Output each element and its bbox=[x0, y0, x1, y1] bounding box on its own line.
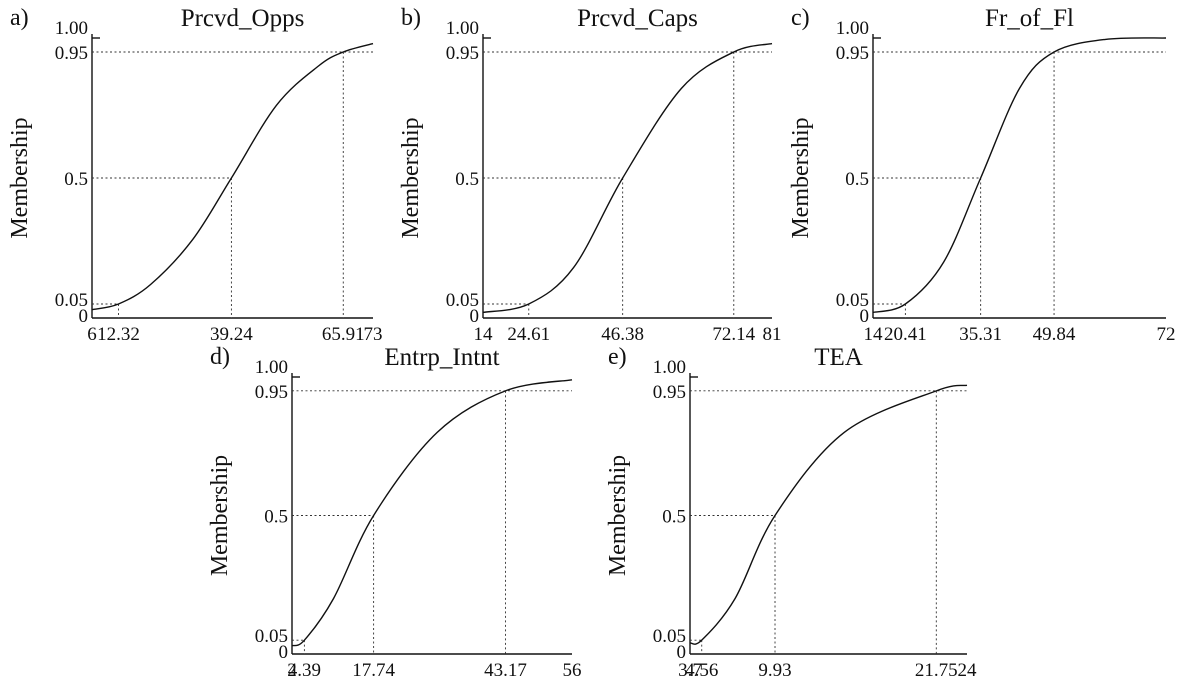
x-tick-label: 24 bbox=[958, 660, 978, 681]
y-tick-label: 0 bbox=[860, 306, 870, 327]
y-tick-label: 0 bbox=[79, 306, 89, 327]
x-tick-label: 81 bbox=[763, 324, 782, 345]
x-tick-label: 49.84 bbox=[1033, 324, 1076, 345]
chart-title: TEA bbox=[814, 344, 863, 371]
y-tick-label: 0 bbox=[279, 642, 289, 663]
x-tick-label: 72 bbox=[1157, 324, 1176, 345]
x-tick-label: 73 bbox=[364, 324, 383, 345]
x-tick-label: 4.39 bbox=[288, 660, 321, 681]
panel-prcvd-opps: Prcvd_Opps a) Membership 00.05 0.5 0.95 1.00 6 1… bbox=[7, 5, 383, 345]
y-tick-label: 0 bbox=[677, 642, 687, 663]
panel-prcvd-caps: Prcvd_Caps b) Membership 00.05 0.5 0.95 1.00 14… bbox=[398, 5, 782, 345]
panel-fr-of-fl: Fr_of_Fl c) Membership 00.05 0.5 0.95 1.00 14 20… bbox=[788, 5, 1176, 345]
y-tick-label: 0.95 bbox=[255, 382, 288, 403]
x-tick-label: 14 bbox=[864, 324, 884, 345]
membership-curve bbox=[872, 37, 1167, 314]
y-tick-label: 1.00 bbox=[653, 357, 686, 378]
membership-curve bbox=[91, 42, 374, 311]
x-tick-label: 12.32 bbox=[97, 324, 140, 345]
y-tick-label: 0.05 bbox=[255, 626, 288, 647]
x-tick-label: 39.24 bbox=[210, 324, 253, 345]
y-tick-label: 0.05 bbox=[653, 626, 686, 647]
chart-title: Prcvd_Opps bbox=[181, 5, 305, 32]
x-tick-label: 46.38 bbox=[601, 324, 644, 345]
y-axis-label: Membership bbox=[398, 117, 424, 238]
x-tick-label: 56 bbox=[563, 660, 582, 681]
panel-entrp-intnt: Entrp_Intnt d) Membership 00.05 0.5 0.95 1.00 2… bbox=[207, 344, 582, 681]
panel-letter: d) bbox=[210, 344, 230, 370]
x-tick-label: 35.31 bbox=[959, 324, 1002, 345]
y-tick-label: 0.95 bbox=[836, 43, 869, 64]
membership-curve bbox=[482, 42, 773, 314]
y-tick-label: 1.00 bbox=[836, 18, 869, 39]
x-tick-label: 14 bbox=[474, 324, 494, 345]
y-tick-label: 0.05 bbox=[836, 290, 869, 311]
x-tick-label: 6 bbox=[87, 324, 97, 345]
x-tick-label: 9.93 bbox=[758, 660, 791, 681]
x-tick-label: 43.17 bbox=[484, 660, 527, 681]
membership-curve bbox=[291, 379, 573, 647]
y-axis-label: Membership bbox=[7, 117, 33, 238]
panel-letter: a) bbox=[10, 5, 29, 31]
panel-tea: TEA e) Membership 00.05 0.5 0.95 1.00 3.74.56 9.… bbox=[605, 344, 977, 681]
chart-title: Prcvd_Caps bbox=[577, 5, 698, 32]
y-tick-label: 0.05 bbox=[55, 290, 88, 311]
y-tick-label: 0.5 bbox=[455, 169, 479, 190]
y-tick-label: 0.05 bbox=[446, 290, 479, 311]
panel-letter: b) bbox=[401, 5, 421, 31]
y-axis-label: Membership bbox=[788, 117, 814, 238]
y-tick-label: 1.00 bbox=[446, 18, 479, 39]
chart-title: Fr_of_Fl bbox=[985, 5, 1074, 32]
y-tick-label: 1.00 bbox=[55, 18, 88, 39]
y-tick-label: 0.5 bbox=[845, 169, 869, 190]
chart-title: Entrp_Intnt bbox=[384, 344, 499, 371]
y-tick-label: 0 bbox=[470, 306, 480, 327]
y-tick-label: 0.95 bbox=[55, 43, 88, 64]
panel-letter: c) bbox=[791, 5, 810, 31]
x-tick-label: 65.91 bbox=[322, 324, 365, 345]
x-tick-label: 4.56 bbox=[685, 660, 718, 681]
y-tick-label: 0.5 bbox=[264, 507, 288, 528]
y-tick-label: 0.95 bbox=[446, 43, 479, 64]
x-tick-label: 72.14 bbox=[712, 324, 755, 345]
y-tick-label: 0.5 bbox=[64, 169, 88, 190]
x-tick-label: 21.75 bbox=[915, 660, 958, 681]
panel-letter: e) bbox=[608, 344, 627, 370]
y-axis-label: Membership bbox=[605, 455, 631, 576]
y-tick-label: 0.95 bbox=[653, 382, 686, 403]
y-axis-label: Membership bbox=[207, 455, 233, 576]
x-tick-label: 20.41 bbox=[884, 324, 927, 345]
y-tick-label: 1.00 bbox=[255, 357, 288, 378]
membership-curve bbox=[689, 384, 968, 645]
y-tick-label: 0.5 bbox=[662, 507, 686, 528]
x-tick-label: 3.7 bbox=[678, 660, 702, 681]
x-tick-label: 17.74 bbox=[352, 660, 395, 681]
x-tick-label: 24.61 bbox=[507, 324, 550, 345]
x-tick-label: 2 bbox=[287, 660, 297, 681]
